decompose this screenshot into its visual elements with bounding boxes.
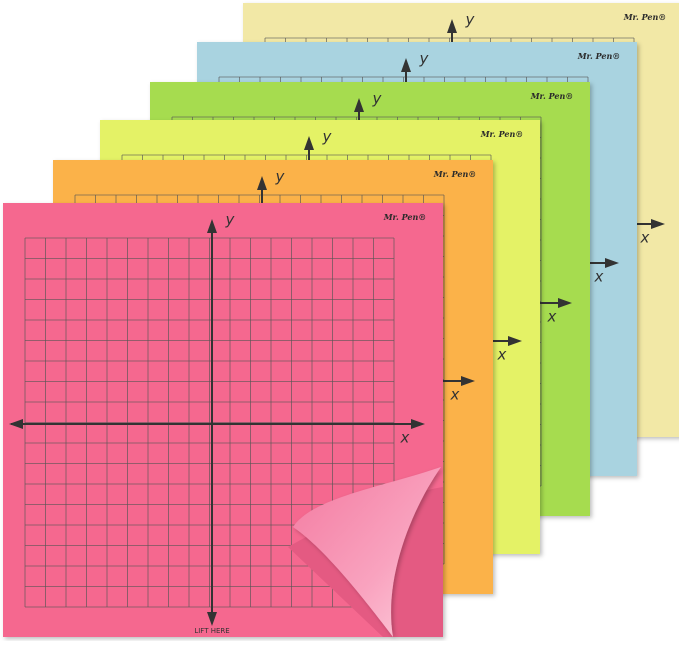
- x-axis-label: x: [547, 308, 557, 326]
- y-axis-label: y: [322, 128, 333, 146]
- arrow-head: [207, 612, 217, 626]
- arrow-head: [411, 419, 425, 429]
- y-axis-label: y: [372, 90, 383, 108]
- peeled-corner: [293, 467, 441, 637]
- sticky-note: y x Mr. Pen® LIFT HERE: [3, 203, 443, 637]
- brand-logo: Mr. Pen®: [433, 169, 477, 179]
- brand-logo: Mr. Pen®: [530, 91, 574, 101]
- y-axis-label: y: [225, 211, 236, 229]
- brand-logo: Mr. Pen®: [623, 12, 667, 22]
- lift-here-label: LIFT HERE: [194, 627, 229, 635]
- y-axis-label: y: [419, 50, 430, 68]
- arrow-head: [461, 376, 475, 386]
- arrow-head: [605, 258, 619, 268]
- brand-logo: Mr. Pen®: [577, 51, 621, 61]
- arrow-head: [354, 98, 364, 112]
- brand-logo: Mr. Pen®: [383, 212, 427, 222]
- x-axis-label: x: [450, 386, 460, 404]
- arrow-head: [401, 58, 411, 72]
- x-axis-label: x: [594, 268, 604, 286]
- arrow-head: [207, 219, 217, 233]
- arrow-head: [651, 219, 665, 229]
- arrow-head: [257, 176, 267, 190]
- arrow-head: [558, 298, 572, 308]
- x-axis-label: x: [640, 229, 650, 247]
- y-axis-label: y: [465, 11, 476, 29]
- arrow-head: [447, 19, 457, 33]
- arrow-head: [9, 419, 23, 429]
- arrow-head: [508, 336, 522, 346]
- x-axis-label: x: [400, 429, 410, 447]
- y-axis-label: y: [275, 168, 286, 186]
- brand-logo: Mr. Pen®: [480, 129, 524, 139]
- x-axis-label: x: [497, 346, 507, 364]
- arrow-head: [304, 136, 314, 150]
